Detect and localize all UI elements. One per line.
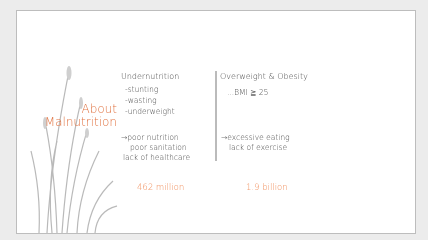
item: -stunting bbox=[125, 85, 158, 95]
cause: →poor nutrition bbox=[121, 133, 179, 143]
title-line: Malnutrition bbox=[17, 116, 117, 129]
item: -underweight bbox=[125, 107, 175, 117]
item: -wasting bbox=[125, 96, 157, 106]
cause: lack of exercise bbox=[229, 143, 287, 153]
page: About Malnutrition Undernutrition -stunt… bbox=[0, 0, 428, 240]
cause: poor sanitation bbox=[130, 143, 187, 153]
slide: About Malnutrition Undernutrition -stunt… bbox=[16, 10, 416, 234]
figure: 1.9 billion bbox=[246, 183, 288, 193]
cause: lack of healthcare bbox=[123, 153, 190, 163]
column-heading: Overweight & Obesity bbox=[220, 72, 308, 82]
column-heading: Undernutrition bbox=[121, 72, 179, 82]
figure: 462 million bbox=[137, 183, 184, 193]
item: ...BMI ≧ 25 bbox=[227, 88, 268, 98]
cause: →excessive eating bbox=[221, 133, 290, 143]
